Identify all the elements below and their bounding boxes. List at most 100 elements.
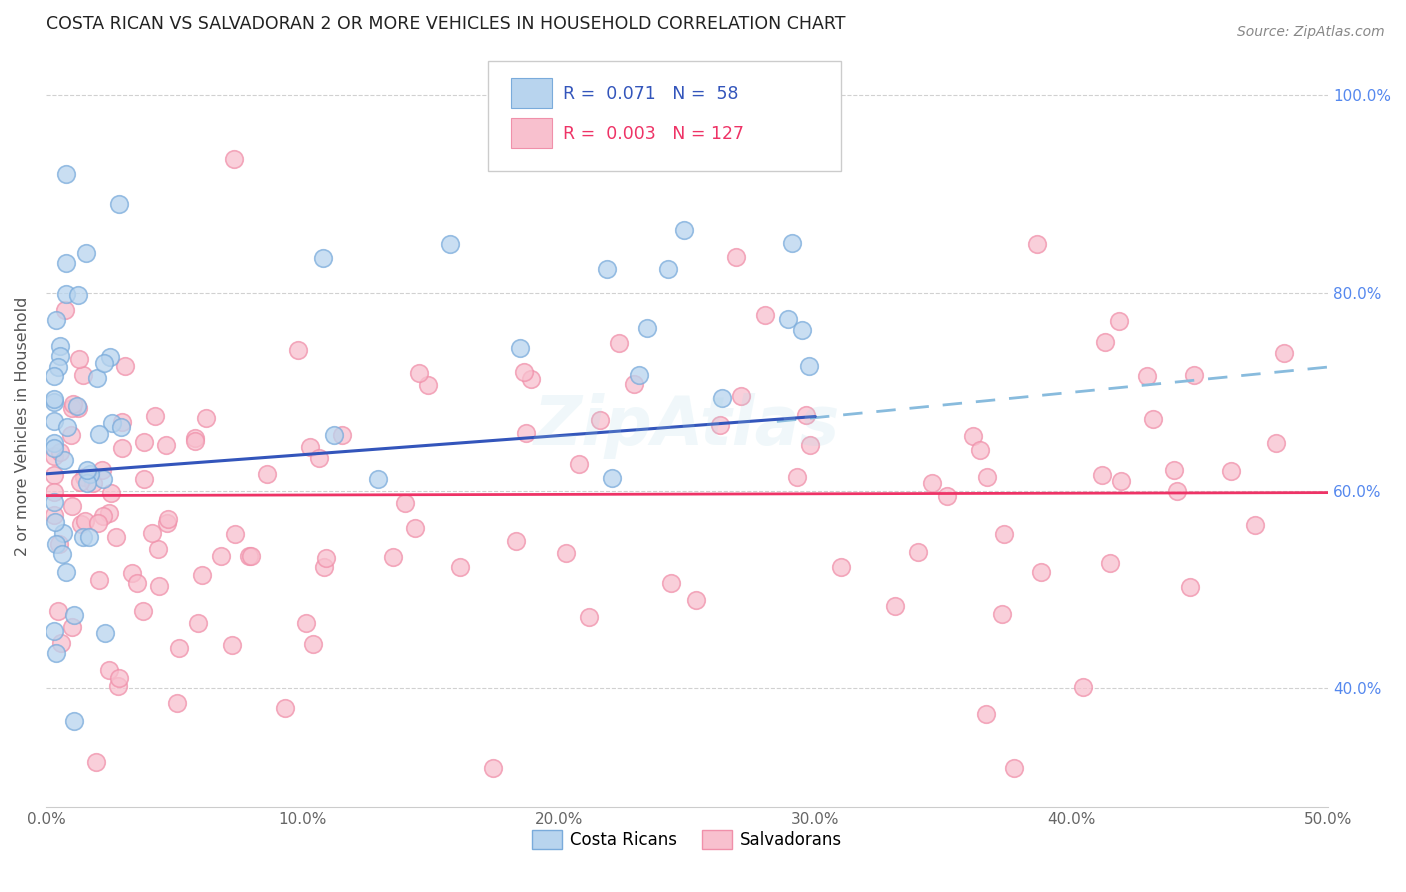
- Point: [66, 399, 89, 413]
- Point: [108, 196, 131, 211]
- Point: [60, 499, 83, 513]
- Point: [79, 467, 101, 481]
- Point: [256, 467, 278, 482]
- Point: [97, 664, 120, 678]
- Point: [1025, 237, 1047, 252]
- Point: [53, 452, 76, 467]
- Point: [1031, 565, 1053, 579]
- Point: [146, 541, 169, 556]
- Point: [87, 427, 110, 442]
- Point: [884, 599, 907, 613]
- Point: [976, 470, 998, 484]
- Point: [1219, 464, 1241, 478]
- Point: [520, 372, 543, 386]
- Point: [42, 414, 65, 428]
- Point: [1166, 483, 1188, 498]
- Text: COSTA RICAN VS SALVADORAN 2 OR MORE VEHICLES IN HOUSEHOLD CORRELATION CHART: COSTA RICAN VS SALVADORAN 2 OR MORE VEHI…: [46, 15, 845, 33]
- Point: [628, 368, 651, 383]
- Point: [294, 615, 316, 630]
- Point: [55, 256, 77, 270]
- Point: [111, 441, 134, 455]
- Point: [240, 549, 263, 564]
- Point: [776, 311, 799, 326]
- Point: [132, 472, 155, 486]
- Point: [1109, 475, 1132, 489]
- Point: [1244, 518, 1267, 533]
- Text: ZipAtlas: ZipAtlas: [534, 393, 841, 459]
- Point: [936, 489, 959, 503]
- Point: [782, 236, 804, 251]
- Point: [1094, 334, 1116, 349]
- Legend: Costa Ricans, Salvadorans: Costa Ricans, Salvadorans: [524, 823, 849, 855]
- Point: [367, 472, 389, 486]
- Point: [93, 356, 115, 370]
- Point: [1136, 369, 1159, 384]
- Point: [482, 760, 505, 774]
- Point: [55, 287, 77, 301]
- Point: [724, 250, 747, 264]
- Point: [56, 420, 79, 434]
- Point: [308, 451, 330, 466]
- Point: [72, 530, 94, 544]
- Point: [77, 531, 100, 545]
- Point: [754, 308, 776, 322]
- Point: [49, 636, 72, 650]
- Point: [224, 526, 246, 541]
- Point: [184, 431, 207, 445]
- Point: [49, 349, 72, 363]
- Point: [554, 546, 576, 560]
- Point: [69, 475, 91, 489]
- Point: [513, 365, 536, 379]
- Point: [238, 549, 260, 564]
- Point: [42, 392, 65, 406]
- Point: [1265, 436, 1288, 450]
- Point: [155, 516, 177, 531]
- Point: [76, 475, 98, 490]
- Point: [709, 418, 731, 433]
- Point: [600, 470, 623, 484]
- Point: [52, 526, 75, 541]
- Point: [287, 343, 309, 358]
- Point: [330, 428, 353, 442]
- Point: [98, 506, 121, 520]
- Point: [148, 579, 170, 593]
- Point: [799, 438, 821, 452]
- Point: [1272, 346, 1295, 360]
- Point: [42, 449, 65, 463]
- Point: [82, 475, 104, 490]
- Point: [141, 526, 163, 541]
- Point: [60, 401, 83, 416]
- Point: [87, 573, 110, 587]
- Text: R =  0.071   N =  58: R = 0.071 N = 58: [562, 85, 738, 103]
- Point: [49, 339, 72, 353]
- Point: [143, 409, 166, 424]
- Point: [55, 167, 77, 181]
- FancyBboxPatch shape: [512, 118, 553, 148]
- Point: [72, 368, 94, 383]
- Point: [93, 509, 115, 524]
- Point: [75, 246, 97, 260]
- Point: [408, 366, 430, 380]
- Point: [127, 576, 149, 591]
- Text: R =  0.003   N = 127: R = 0.003 N = 127: [562, 125, 744, 143]
- Point: [394, 496, 416, 510]
- Point: [730, 389, 752, 403]
- Point: [1071, 680, 1094, 694]
- Point: [62, 714, 84, 729]
- Point: [636, 321, 658, 335]
- Point: [42, 441, 65, 455]
- Point: [449, 560, 471, 574]
- Point: [51, 547, 73, 561]
- Point: [62, 397, 84, 411]
- Point: [60, 428, 83, 442]
- Point: [404, 521, 426, 535]
- Point: [100, 486, 122, 500]
- Point: [794, 408, 817, 422]
- Point: [98, 350, 121, 364]
- Point: [786, 470, 808, 484]
- Point: [673, 223, 696, 237]
- Point: [312, 251, 335, 265]
- Point: [46, 360, 69, 375]
- Point: [623, 377, 645, 392]
- Point: [1182, 368, 1205, 383]
